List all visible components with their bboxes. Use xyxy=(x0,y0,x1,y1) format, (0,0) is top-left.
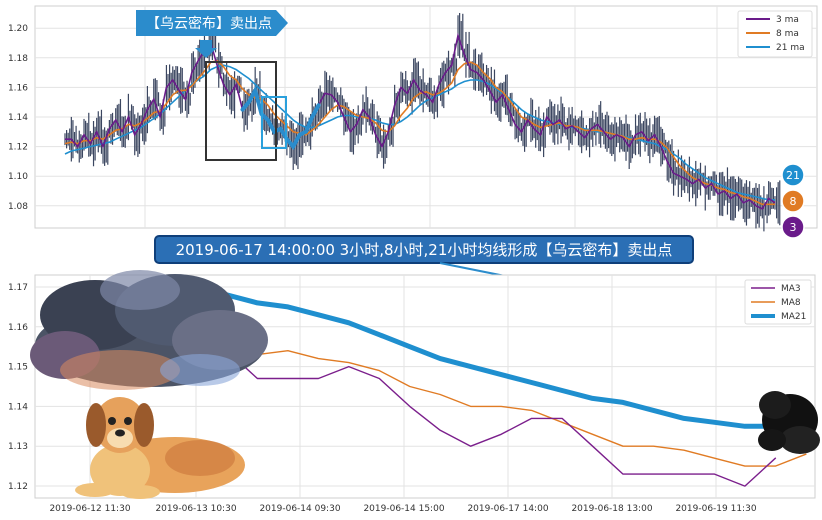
pattern-highlight-box xyxy=(205,61,277,161)
black-smoke-icon xyxy=(758,391,820,454)
top-gridlines xyxy=(35,6,817,228)
series-line-21-ma xyxy=(64,64,775,201)
top-chart: 1.08 1.10 1.12 1.14 1.16 1.18 1.20 3 ma 8 ma 21 … xyxy=(8,5,818,239)
storm-cloud-icon xyxy=(30,270,268,390)
y-tick-label: 1.14 xyxy=(8,113,28,123)
legend-label: MA8 xyxy=(781,298,801,308)
y-tick-label: 1.15 xyxy=(8,363,28,373)
y-tick-label: 1.12 xyxy=(8,143,28,153)
y-tick-label: 1.20 xyxy=(8,24,28,34)
y-tick-label: 1.17 xyxy=(8,283,28,293)
end-badge-label: 3 xyxy=(790,221,797,234)
top-series-lines xyxy=(64,32,776,210)
end-badge-label: 8 xyxy=(790,195,797,208)
x-tick-label: 2019-06-14 15:00 xyxy=(363,504,444,514)
x-tick-label: 2019-06-12 11:30 xyxy=(49,504,130,514)
bottom-series-lines xyxy=(163,284,809,487)
y-tick-label: 1.14 xyxy=(8,402,28,412)
bottom-legend: MA3 MA8 MA21 xyxy=(744,279,812,325)
series-line-3-ma xyxy=(65,32,776,210)
legend-label: 21 ma xyxy=(776,43,805,53)
pattern-emphasis-line xyxy=(240,85,321,151)
x-tick-label: 2019-06-17 14:00 xyxy=(467,504,548,514)
top-legend: 3 ma 8 ma 21 ma xyxy=(737,10,813,58)
legend-label: 3 ma xyxy=(776,15,799,25)
end-value-badges: 21 8 3 xyxy=(781,163,805,239)
legend-label: MA3 xyxy=(781,284,801,294)
top-y-tick-labels: 1.08 1.10 1.12 1.14 1.16 1.18 1.20 xyxy=(8,24,28,212)
series-line-MA21 xyxy=(163,284,809,429)
x-tick-label: 2019-06-19 11:30 xyxy=(675,504,756,514)
y-tick-label: 1.08 xyxy=(8,202,28,212)
y-tick-label: 1.10 xyxy=(8,172,28,182)
series-line-MA8 xyxy=(165,334,807,467)
bottom-x-tick-labels: 2019-06-12 11:30 2019-06-13 10:30 2019-06-… xyxy=(49,504,756,514)
annotation-label: 【乌云密布】卖出点 xyxy=(146,15,272,32)
y-tick-label: 1.18 xyxy=(8,54,28,64)
y-tick-label: 1.16 xyxy=(8,323,28,333)
x-tick-label: 2019-06-13 10:30 xyxy=(155,504,236,514)
end-badge xyxy=(781,189,805,213)
signal-highlight-box xyxy=(261,96,287,149)
x-tick-label: 2019-06-18 13:00 xyxy=(571,504,652,514)
annotation-arrow: 【乌云密布】卖出点 xyxy=(136,10,288,58)
caption-text: 2019-06-17 14:00:00 3小时,8小时,21小时均线形成【乌云密… xyxy=(176,241,673,259)
end-badge xyxy=(781,215,805,239)
bottom-y-tick-labels: 1.12 1.13 1.14 1.15 1.16 1.17 xyxy=(8,283,28,492)
y-tick-label: 1.13 xyxy=(8,442,28,452)
dog-icon xyxy=(75,397,245,499)
end-badge-label: 21 xyxy=(786,169,800,182)
y-tick-label: 1.12 xyxy=(8,482,28,492)
series-line-MA3 xyxy=(165,326,777,487)
legend-label: 8 ma xyxy=(776,29,799,39)
down-arrow-icon xyxy=(195,40,217,58)
legend-label: MA21 xyxy=(781,312,806,322)
end-badge xyxy=(781,163,805,187)
x-tick-label: 2019-06-14 09:30 xyxy=(259,504,340,514)
y-tick-label: 1.16 xyxy=(8,83,28,93)
caption-banner: 2019-06-17 14:00:00 3小时,8小时,21小时均线形成【乌云密… xyxy=(154,235,694,284)
